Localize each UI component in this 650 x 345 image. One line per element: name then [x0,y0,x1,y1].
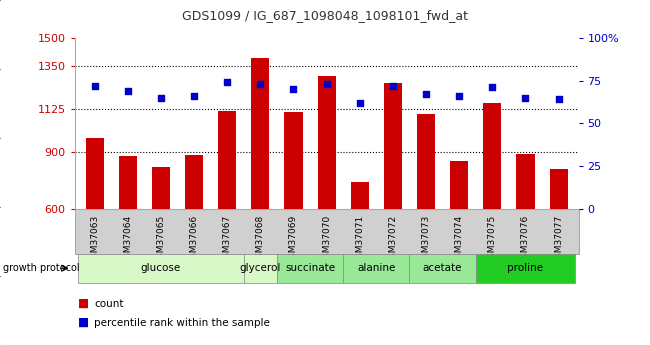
Bar [549,169,567,323]
Point [487,85,497,90]
Bar [284,112,303,323]
Text: count: count [94,299,124,308]
Text: GDS1099 / IG_687_1098048_1098101_fwd_at: GDS1099 / IG_687_1098048_1098101_fwd_at [182,9,468,22]
Text: succinate: succinate [285,263,335,273]
Text: percentile rank within the sample: percentile rank within the sample [94,318,270,327]
Bar [86,138,104,323]
Text: acetate: acetate [423,263,462,273]
Point [289,86,299,92]
Bar [417,114,435,323]
Bar [152,167,170,323]
Bar [252,58,270,323]
Point [354,100,365,106]
Text: proline: proline [508,263,543,273]
Bar [218,111,237,323]
Bar [450,161,468,323]
Point [156,95,166,100]
Point [321,81,332,87]
Point [454,93,464,99]
Bar [317,76,336,323]
Point [553,97,564,102]
Text: glucose: glucose [141,263,181,273]
Point [387,83,398,89]
Bar [483,104,501,323]
Point [520,95,530,100]
Point [222,80,233,85]
Bar [119,156,137,323]
Text: glycerol: glycerol [240,263,281,273]
Bar [350,182,369,323]
Point [123,88,133,93]
Text: ■: ■ [78,316,89,329]
Text: ■: ■ [78,297,89,310]
Bar [185,155,203,323]
Bar [516,154,534,323]
Text: growth protocol: growth protocol [3,263,80,273]
Point [421,91,431,97]
Bar [384,82,402,323]
Point [255,81,266,87]
Point [189,93,200,99]
Point [90,83,100,89]
Text: alanine: alanine [357,263,395,273]
